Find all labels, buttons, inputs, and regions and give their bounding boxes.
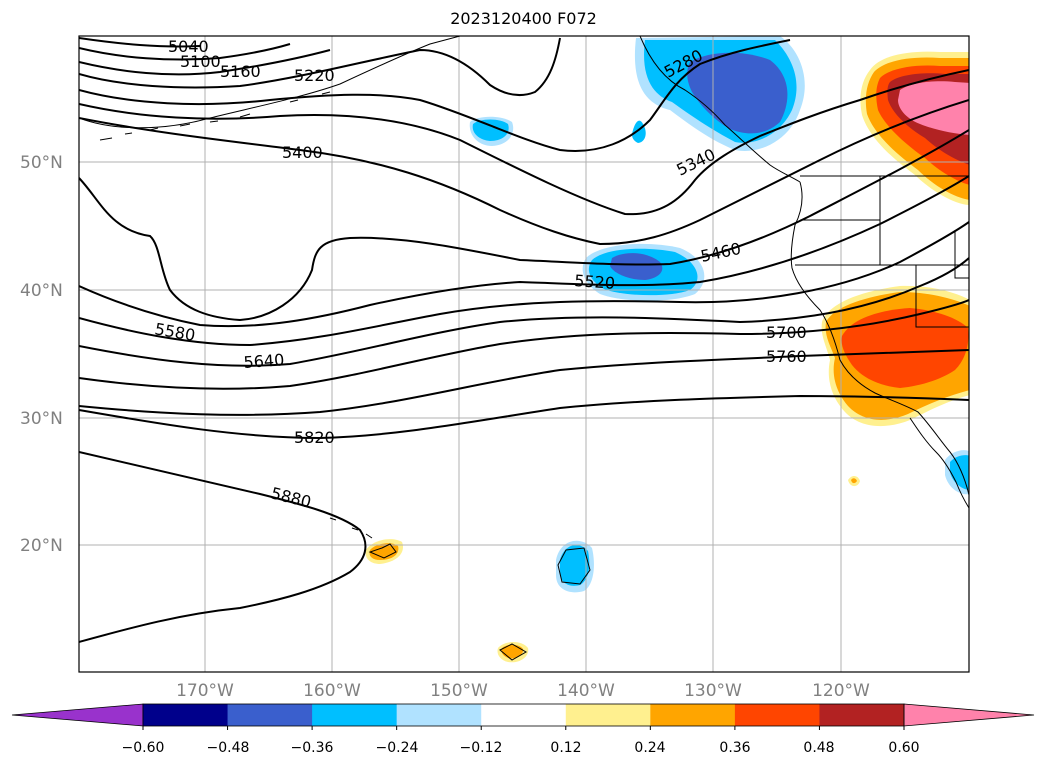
positive-anomaly-hawaii-core [369, 543, 399, 560]
contour-5160 [79, 49, 331, 76]
aleutian-islands [99, 91, 331, 141]
colorbar-segment [565, 704, 651, 726]
lat-label: 20°N [20, 536, 63, 556]
lon-label: 130°W [684, 681, 742, 701]
ocean-island-midpacific [557, 547, 591, 585]
colorbar-segment [819, 704, 905, 726]
contour-label: 5400 [282, 143, 323, 162]
colorbar-tick-label: 0.48 [803, 740, 834, 756]
contour-5700 [79, 299, 969, 390]
hawaii-islands [329, 517, 397, 559]
colorbar-tick-label: −0.12 [460, 740, 503, 756]
lon-label: 140°W [557, 681, 615, 701]
contour-5880 [79, 451, 367, 643]
contour-5460 [79, 129, 969, 322]
colorbar-tick-label: −0.24 [376, 740, 419, 756]
plot-title: 2023120400 F072 [450, 9, 597, 28]
lon-label: 150°W [430, 681, 488, 701]
lon-label: 120°W [812, 681, 870, 701]
negative-anomaly-small-north-core [472, 119, 509, 141]
colorbar-tick-label: −0.36 [291, 740, 334, 756]
colorbar-tick-label: −0.48 [207, 740, 250, 756]
negative-anomaly-gulf-alaska-core [687, 52, 788, 134]
coastlines [79, 36, 969, 661]
contour-label: 5220 [294, 66, 335, 85]
gridlines [79, 36, 969, 672]
colorbar-tick-label: 0.60 [888, 740, 919, 756]
contour-label: 5820 [294, 428, 335, 447]
contour-5640 [79, 257, 969, 367]
plot-frame [78, 35, 970, 673]
positive-anomaly-south-core [501, 644, 524, 659]
contour-5400 [79, 99, 969, 246]
colorbar-segment [734, 704, 820, 726]
negative-anomaly-hawaii-east-core [559, 545, 590, 586]
contour-label: 5160 [220, 62, 261, 81]
state-borders [795, 175, 969, 328]
contour-label: 5700 [766, 323, 807, 342]
west-coast [790, 181, 969, 496]
contour-5820 [79, 394, 969, 440]
plot-area [79, 36, 969, 672]
colorbar-segments [11, 703, 1035, 730]
alaska-panhandle-coast [639, 36, 801, 183]
negative-anomaly-baja-core [950, 455, 969, 490]
colorbar-segment [227, 704, 313, 726]
ocean-island-south [499, 643, 528, 661]
lon-label: 160°W [303, 681, 361, 701]
contour-5520 [79, 175, 969, 328]
height-contours [79, 37, 969, 643]
colorbar-extend-max [903, 703, 1035, 727]
colorbar-ticks: −0.60 −0.48 −0.36 −0.24 −0.12 0.12 0.24 … [122, 740, 920, 756]
lat-label: 40°N [20, 281, 63, 301]
baja-peninsula [909, 417, 969, 509]
contour-5220 [79, 37, 561, 97]
contour-5580 [79, 221, 969, 347]
contour-label: 5040 [168, 37, 209, 56]
lat-label: 30°N [20, 409, 63, 429]
contour-label: 5640 [243, 350, 285, 372]
lon-label: 170°W [176, 681, 234, 701]
colorbar-segment [396, 704, 482, 726]
lat-label: 50°N [20, 153, 63, 173]
colorbar-frame [142, 703, 905, 727]
latitude-labels: 50°N 40°N 30°N 20°N [20, 153, 63, 556]
colorbar-tick-label: 0.36 [719, 740, 750, 756]
positive-anomaly-california-red [841, 308, 969, 388]
colorbar-segment [481, 704, 567, 726]
contour-5280 [79, 39, 791, 152]
negative-anomaly-midpacific-core [610, 253, 663, 280]
colorbar-tick-label: 0.12 [550, 740, 581, 756]
contour-5760 [79, 349, 969, 416]
contour-5100 [79, 43, 291, 61]
contour-5340 [79, 69, 969, 216]
colorbar-extend-min [11, 703, 144, 727]
colorbar-tick-label: 0.24 [634, 740, 665, 756]
longitude-labels: 170°W 160°W 150°W 140°W 130°W 120°W [176, 681, 870, 701]
colorbar: −0.60 −0.48 −0.36 −0.24 −0.12 0.12 0.24 … [11, 703, 1035, 756]
colorbar-segment [650, 704, 736, 726]
contour-label: 5100 [180, 52, 221, 71]
positive-anomaly-canada-pink [898, 81, 969, 135]
colorbar-tick-label: −0.60 [122, 740, 165, 756]
colorbar-segment [143, 704, 229, 726]
contour-label: 5760 [766, 347, 807, 366]
contour-5040 [79, 37, 201, 48]
contour-label: 5520 [574, 271, 616, 293]
colorbar-segment [312, 704, 398, 726]
